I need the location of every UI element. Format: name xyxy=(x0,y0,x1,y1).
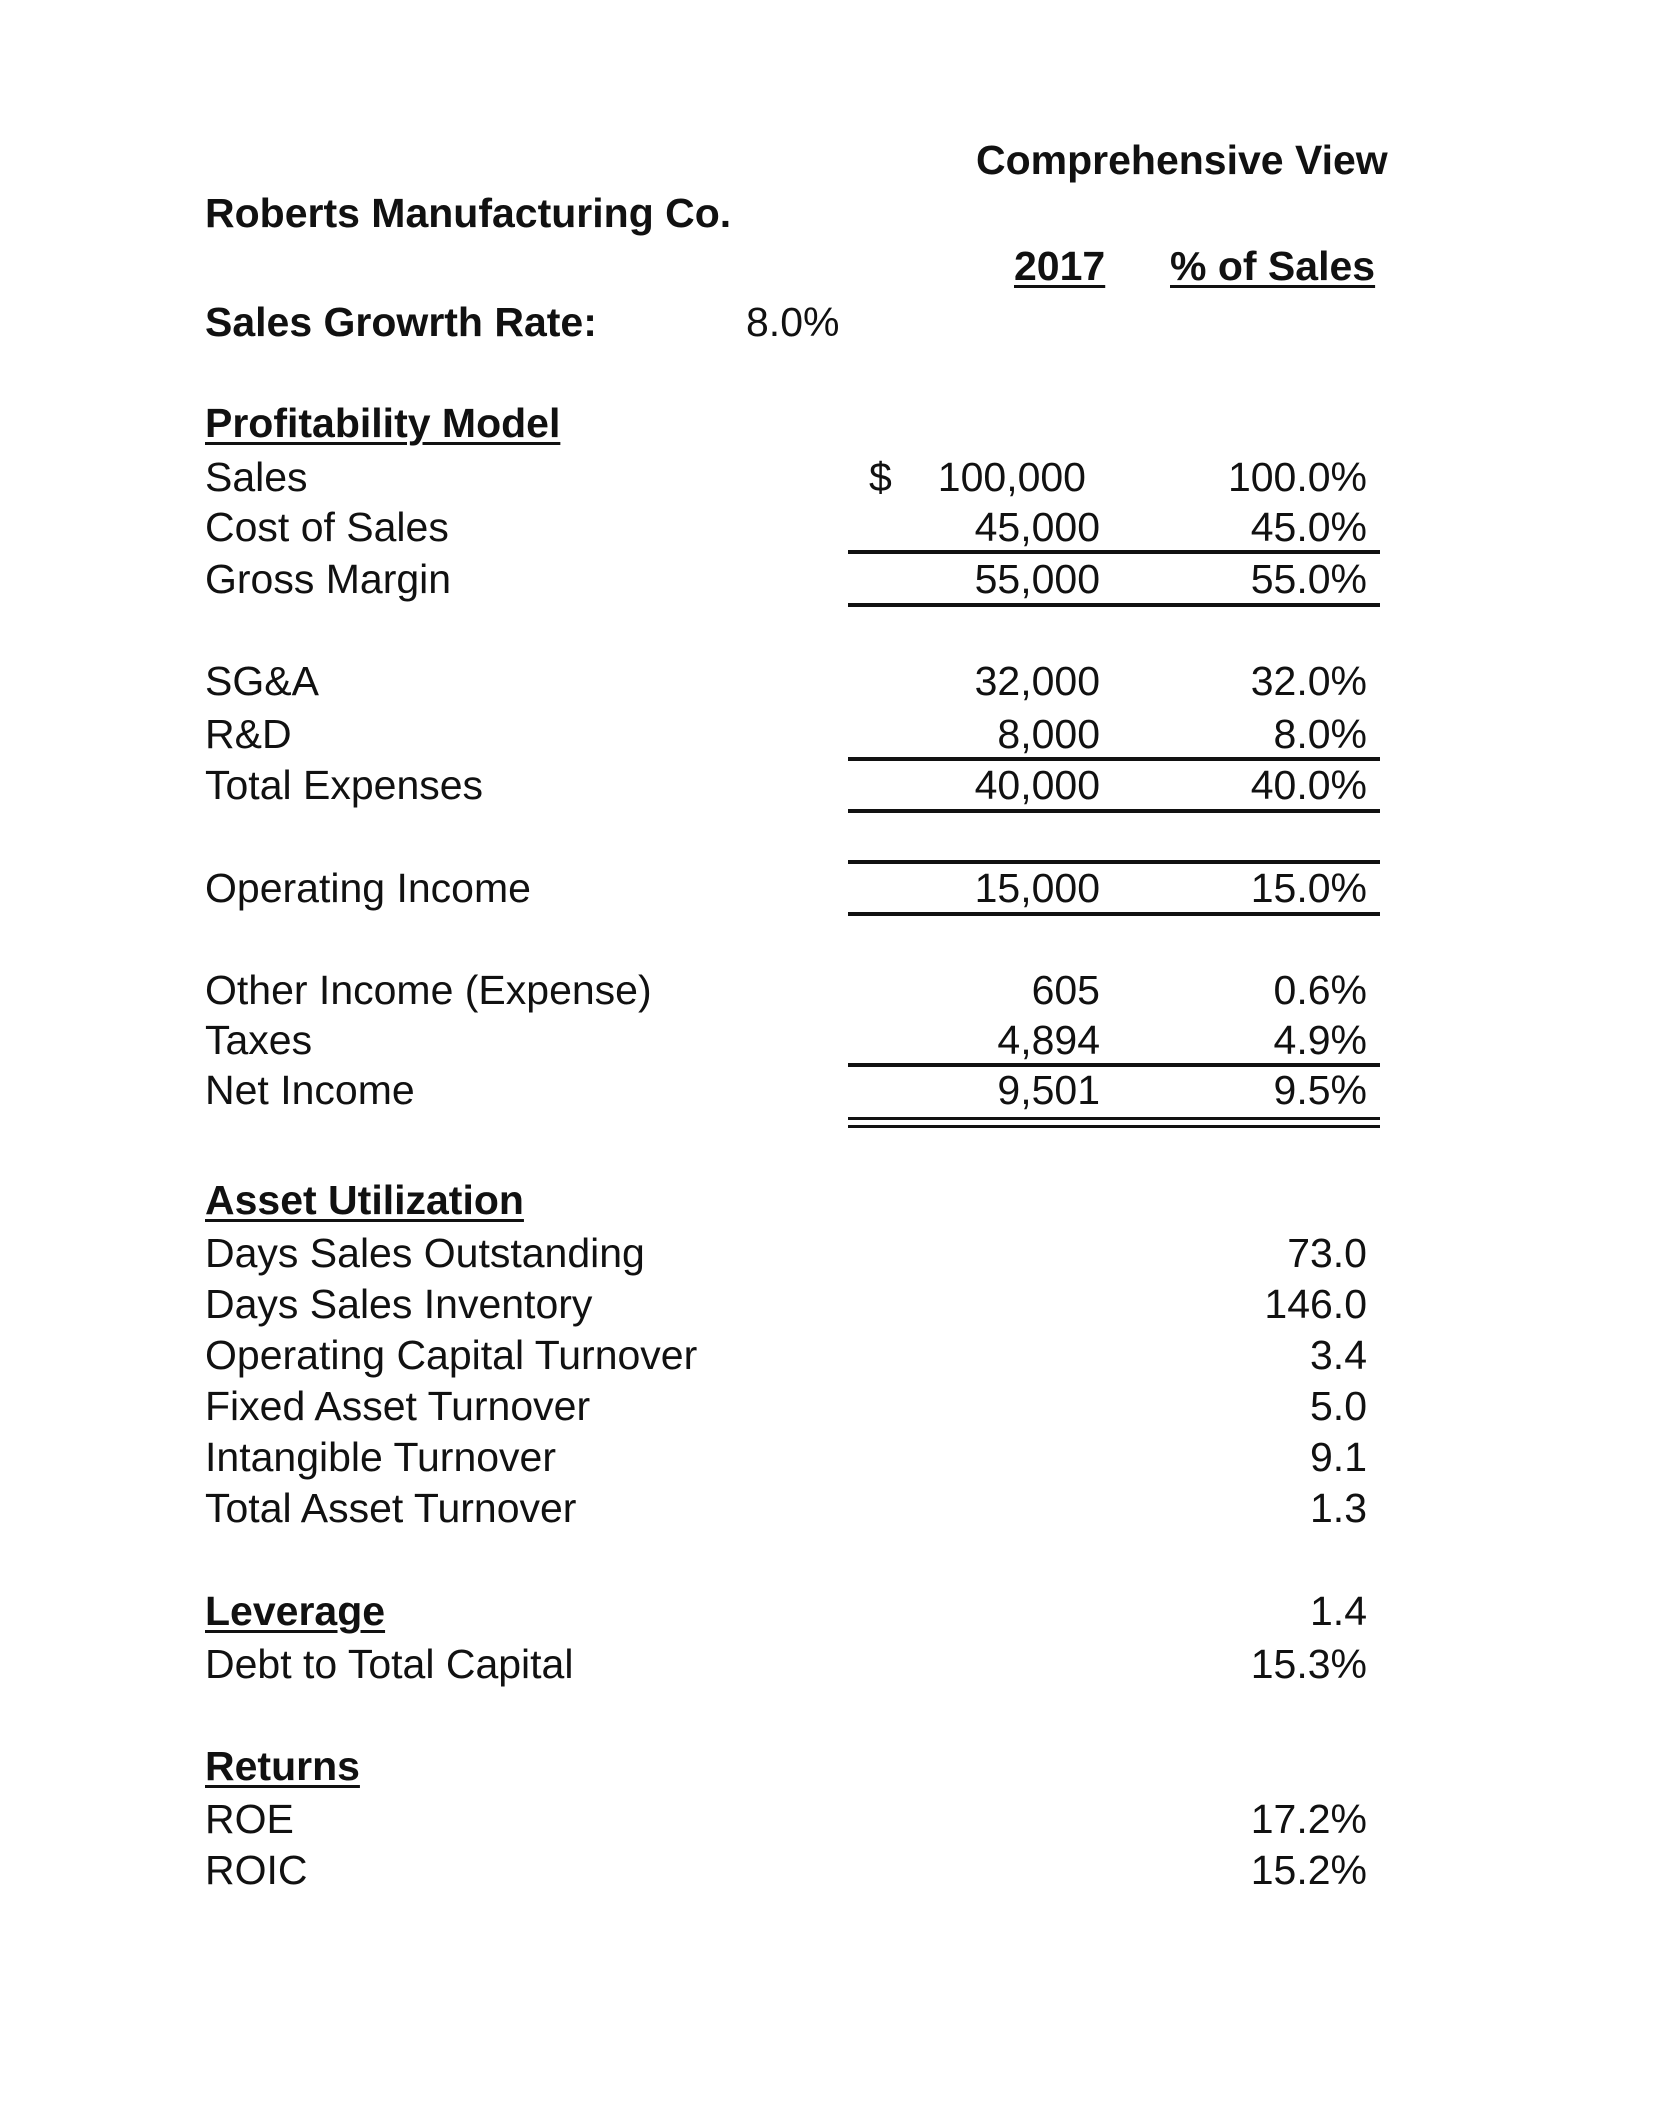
row-value-roe: 17.2% xyxy=(1250,1796,1367,1842)
row-label-operating-income: Operating Income xyxy=(205,865,531,911)
row-pct-sales: 100.0% xyxy=(1227,454,1367,500)
row-pct-operating-income: 15.0% xyxy=(1250,865,1367,911)
row-label-gross-margin: Gross Margin xyxy=(205,556,452,602)
row-pct-gross-margin: 55.0% xyxy=(1250,556,1367,602)
row-label-roe: ROE xyxy=(205,1796,294,1842)
row-label-operating-capital-turnover: Operating Capital Turnover xyxy=(205,1332,698,1378)
section-title-leverage: Leverage xyxy=(205,1588,386,1634)
row-label-total-asset-turnover: Total Asset Turnover xyxy=(205,1485,577,1531)
row-label-net-income: Net Income xyxy=(205,1067,415,1113)
row-label-sales: Sales xyxy=(205,454,308,500)
row-value-roic: 15.2% xyxy=(1250,1847,1367,1893)
row-pct-cost-of-sales: 45.0% xyxy=(1250,504,1367,550)
column-header-year: 2017 xyxy=(1014,243,1106,289)
double-underline-net-income-top xyxy=(848,1117,1380,1120)
currency-symbol: $ xyxy=(869,454,892,500)
row-value-days-sales-inventory: 146.0 xyxy=(1264,1281,1367,1327)
underline-rd xyxy=(848,757,1380,761)
row-label-days-sales-inventory: Days Sales Inventory xyxy=(205,1281,593,1327)
row-value-fixed-asset-turnover: 5.0 xyxy=(1310,1383,1367,1429)
row-value-intangible-turnover: 9.1 xyxy=(1310,1434,1367,1480)
column-header-pct-sales: % of Sales xyxy=(1170,243,1376,289)
row-label-taxes: Taxes xyxy=(205,1017,313,1063)
row-pct-sga: 32.0% xyxy=(1250,658,1367,704)
row-label-cost-of-sales: Cost of Sales xyxy=(205,504,449,550)
row-pct-other-income: 0.6% xyxy=(1273,967,1367,1013)
row-value-rd: 8,000 xyxy=(997,711,1100,757)
row-label-days-sales-outstanding: Days Sales Outstanding xyxy=(205,1230,645,1276)
row-label-debt-to-total-capital: Debt to Total Capital xyxy=(205,1641,574,1687)
sales-growth-value: 8.0% xyxy=(746,299,840,345)
row-value-days-sales-outstanding: 73.0 xyxy=(1287,1230,1367,1276)
leverage-value: 1.4 xyxy=(1310,1588,1367,1634)
row-pct-rd: 8.0% xyxy=(1273,711,1367,757)
overline-operating-income xyxy=(848,860,1380,864)
company-name: Roberts Manufacturing Co. xyxy=(205,190,732,236)
view-title: Comprehensive View xyxy=(976,137,1388,183)
row-value-taxes: 4,894 xyxy=(997,1017,1100,1063)
row-pct-taxes: 4.9% xyxy=(1273,1017,1367,1063)
underline-cost-of-sales xyxy=(848,550,1380,554)
row-label-total-expenses: Total Expenses xyxy=(205,762,484,808)
row-value-sales: 100,000 xyxy=(937,454,1086,500)
row-value-total-expenses: 40,000 xyxy=(974,762,1100,808)
row-label-rd: R&D xyxy=(205,711,292,757)
row-value-gross-margin: 55,000 xyxy=(974,556,1100,602)
row-pct-total-expenses: 40.0% xyxy=(1250,762,1367,808)
row-label-other-income: Other Income (Expense) xyxy=(205,967,652,1013)
row-pct-net-income: 9.5% xyxy=(1273,1067,1367,1113)
underline-gross-margin xyxy=(848,603,1380,607)
row-value-operating-income: 15,000 xyxy=(974,865,1100,911)
row-value-sga: 32,000 xyxy=(974,658,1100,704)
row-value-total-asset-turnover: 1.3 xyxy=(1310,1485,1367,1531)
row-label-roic: ROIC xyxy=(205,1847,308,1893)
underline-taxes xyxy=(848,1063,1380,1067)
double-underline-net-income-bottom xyxy=(848,1125,1380,1128)
underline-total-expenses xyxy=(848,809,1380,813)
underline-operating-income xyxy=(848,912,1380,916)
row-value-cost-of-sales: 45,000 xyxy=(974,504,1100,550)
sales-growth-label: Sales Growrth Rate: xyxy=(205,299,597,345)
row-value-other-income: 605 xyxy=(1031,967,1100,1013)
row-value-operating-capital-turnover: 3.4 xyxy=(1310,1332,1367,1378)
row-value-net-income: 9,501 xyxy=(997,1067,1100,1113)
section-title-returns: Returns xyxy=(205,1743,360,1789)
row-value-debt-to-total-capital: 15.3% xyxy=(1250,1641,1367,1687)
section-title-profitability: Profitability Model xyxy=(205,400,561,446)
section-title-asset-utilization: Asset Utilization xyxy=(205,1177,524,1223)
row-label-fixed-asset-turnover: Fixed Asset Turnover xyxy=(205,1383,591,1429)
row-label-intangible-turnover: Intangible Turnover xyxy=(205,1434,557,1480)
row-label-sga: SG&A xyxy=(205,658,319,704)
